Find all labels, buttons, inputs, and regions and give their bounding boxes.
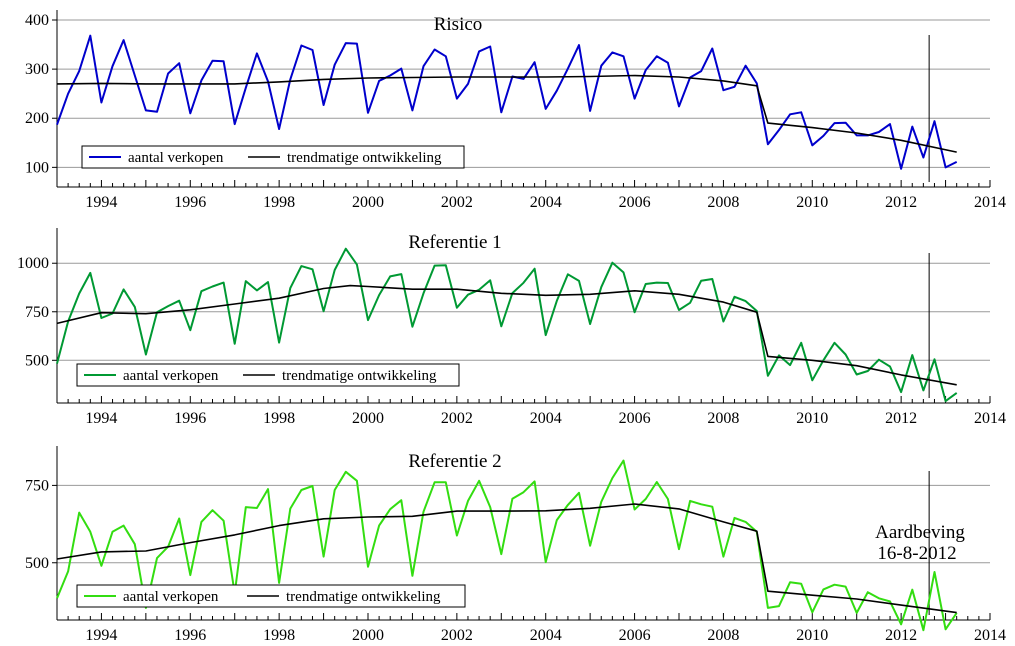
legend-label-trend: trendmatige ontwikkeling <box>287 150 442 166</box>
x-tick-label: 2004 <box>530 410 562 427</box>
x-tick-label: 1994 <box>85 410 117 427</box>
legend: aantal verkopen trendmatige ontwikkeling <box>76 584 466 608</box>
y-tick-label: 1000 <box>17 255 49 272</box>
event-annotation-line-2: 16-8-2012 <box>877 543 956 564</box>
x-tick-label: 1996 <box>174 627 206 644</box>
x-tick-label: 2008 <box>707 627 739 644</box>
y-tick-label: 750 <box>25 477 49 494</box>
x-tick-label: 1996 <box>174 194 206 211</box>
x-tick-label: 1996 <box>174 410 206 427</box>
x-tick-label: 2006 <box>619 627 651 644</box>
x-tick-label: 2006 <box>619 410 651 427</box>
y-tick-label: 500 <box>25 352 49 369</box>
panel-referentie-1: 500 750 1000 1994 1996 1998 2000 2002 2004 2006 20… <box>17 228 1006 427</box>
x-tick-label: 2004 <box>530 627 562 644</box>
series-line-trend <box>56 74 957 153</box>
x-tick-label: 1998 <box>263 410 295 427</box>
series-line-trend <box>56 503 957 614</box>
panel-referentie-2: 500 750 1994 1996 1998 2000 2002 2004 2006 2008 20… <box>25 446 1006 644</box>
panel-title: Referentie 1 <box>408 232 501 253</box>
x-tick-label: 1994 <box>85 627 117 644</box>
x-tick-label: 2004 <box>530 194 562 211</box>
y-tick-label: 200 <box>25 110 49 127</box>
legend-label-aantal-verkopen: aantal verkopen <box>123 589 219 605</box>
x-tick-label: 2012 <box>885 410 917 427</box>
axes-group: 100 200 300 400 1994 1996 1998 2000 2002 2004 2006… <box>25 10 1006 211</box>
legend: aantal verkopen trendmatige ontwikkeling <box>81 145 465 169</box>
y-tick-label: 500 <box>25 555 49 572</box>
x-tick-label: 2012 <box>885 194 917 211</box>
x-tick-label: 2000 <box>352 627 384 644</box>
series-line-aantal-verkopen <box>56 459 958 632</box>
legend-label-trend: trendmatige ontwikkeling <box>282 368 437 384</box>
axes-group: 500 750 1994 1996 1998 2000 2002 2004 2006 2008 20… <box>25 446 1006 644</box>
legend-label-trend: trendmatige ontwikkeling <box>286 589 441 605</box>
x-tick-label: 2010 <box>796 194 828 211</box>
x-tick-label: 2002 <box>441 627 473 644</box>
x-tick-label: 2002 <box>441 194 473 211</box>
x-tick-label: 2014 <box>974 410 1006 427</box>
series-line-aantal-verkopen <box>56 247 958 403</box>
x-tick-label: 2010 <box>796 410 828 427</box>
panel-title: Risico <box>434 14 483 35</box>
legend: aantal verkopen trendmatige ontwikkeling <box>76 363 460 387</box>
x-tick-label: 2008 <box>707 194 739 211</box>
x-tick-label: 2010 <box>796 627 828 644</box>
x-tick-label: 1998 <box>263 194 295 211</box>
x-tick-label: 2012 <box>885 627 917 644</box>
panel-risico: 100 200 300 400 1994 1996 1998 2000 2002 2004 2006… <box>25 10 1006 211</box>
y-tick-label: 300 <box>25 61 49 78</box>
series-line-aantal-verkopen <box>56 34 958 170</box>
y-tick-label: 750 <box>25 304 49 321</box>
event-annotation-line-1: Aardbeving <box>875 522 965 543</box>
x-tick-label: 1998 <box>263 627 295 644</box>
legend-label-aantal-verkopen: aantal verkopen <box>128 150 224 166</box>
x-tick-label: 1994 <box>85 194 117 211</box>
y-tick-label: 100 <box>25 159 49 176</box>
x-tick-label: 2014 <box>974 194 1006 211</box>
x-tick-label: 2008 <box>707 410 739 427</box>
x-tick-label: 2006 <box>619 194 651 211</box>
x-tick-label: 2000 <box>352 410 384 427</box>
y-tick-label: 400 <box>25 12 49 29</box>
x-tick-label: 2002 <box>441 410 473 427</box>
x-tick-label: 2000 <box>352 194 384 211</box>
legend-label-aantal-verkopen: aantal verkopen <box>123 368 219 384</box>
x-tick-label: 2014 <box>974 627 1006 644</box>
axes-group: 500 750 1000 1994 1996 1998 2000 2002 2004 2006 20… <box>17 228 1006 427</box>
panel-title: Referentie 2 <box>408 451 501 472</box>
series-line-trend <box>56 284 957 386</box>
